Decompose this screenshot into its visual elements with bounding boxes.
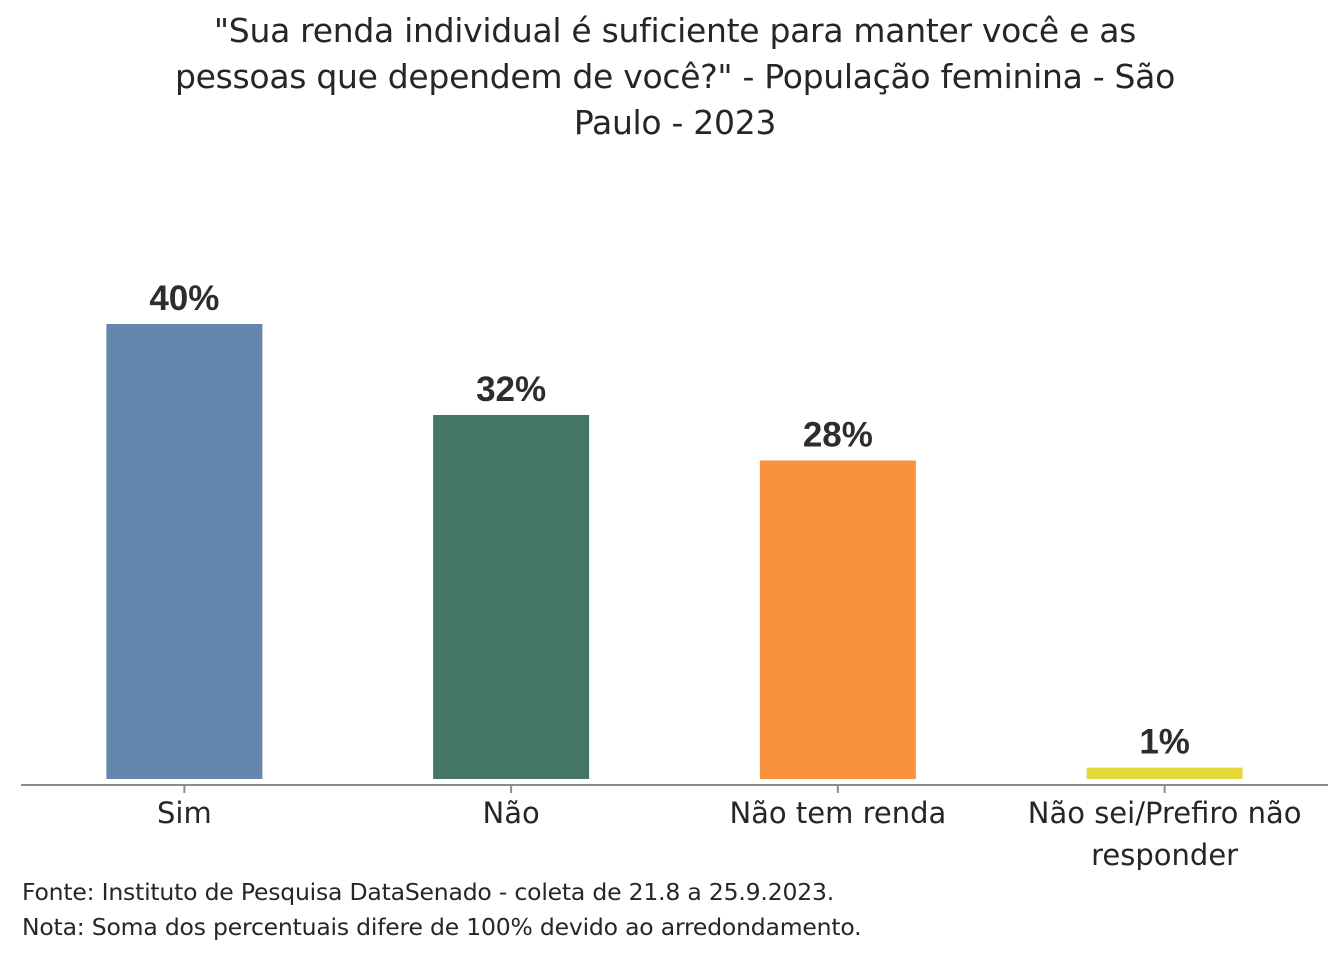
x-axis (21, 784, 1328, 793)
bar (759, 460, 916, 779)
data-label: 40% (149, 279, 219, 318)
data-label: 32% (476, 370, 546, 409)
x-tick-label: Não sei/Prefiro não responder (1028, 796, 1302, 870)
bar-chart: 40% Sim 32% Não 28% Não tem renda 1% Não sei/Pr… (21, 279, 1328, 870)
chart-title-line: Paulo - 2023 (573, 103, 777, 142)
x-tick-label-line: Sim (157, 796, 212, 830)
x-tick-label-line: responder (1091, 838, 1238, 870)
x-tick-label-line: Não tem renda (729, 796, 946, 830)
note-footnote: Nota: Soma dos percentuais difere de 100… (22, 913, 862, 941)
bar (106, 324, 263, 779)
bars-layer (106, 324, 1243, 779)
chart-title: "Sua renda individual é suficiente para … (100, 8, 1250, 146)
x-tick-label: Não tem renda (729, 796, 946, 830)
x-tick-label: Não (483, 796, 540, 830)
data-label: 1% (1139, 723, 1190, 762)
bar (1086, 767, 1243, 779)
x-tick-label-line: Não (483, 796, 540, 830)
chart-title-line: "Sua renda individual é suficiente para … (213, 11, 1137, 50)
bar (433, 415, 590, 779)
x-tick-label-line: Não sei/Prefiro não (1028, 796, 1302, 830)
x-tick-label: Sim (157, 796, 212, 830)
data-label: 28% (803, 416, 873, 455)
source-footnote: Fonte: Instituto de Pesquisa DataSenado … (22, 878, 834, 906)
labels-layer: 40% Sim 32% Não 28% Não tem renda 1% Não sei/Pr… (149, 279, 1301, 870)
chart-title-line: pessoas que dependem de você?" - Populaç… (175, 57, 1175, 96)
